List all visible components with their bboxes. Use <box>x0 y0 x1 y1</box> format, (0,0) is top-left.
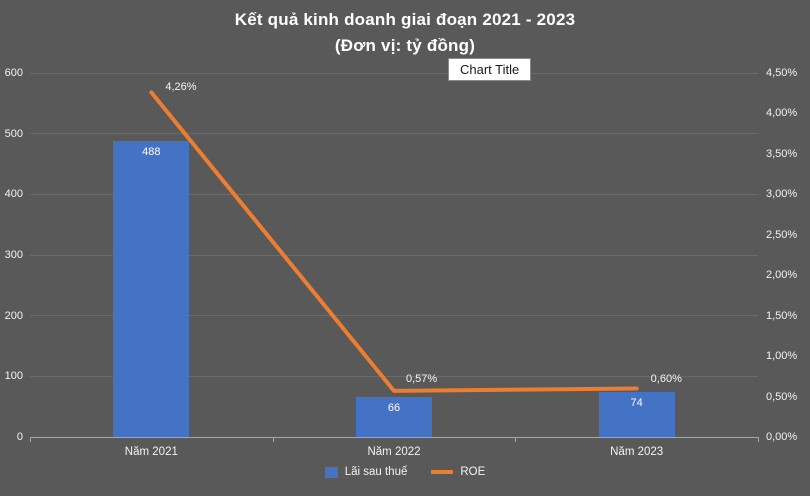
y-axis-label-right: 4,00% <box>766 107 798 120</box>
line-value-label: 0,57% <box>406 372 438 385</box>
y-axis-label-right: 0,50% <box>766 390 798 403</box>
bar <box>356 396 432 437</box>
legend-item: Lãi sau thuế <box>324 466 408 478</box>
bar-value-label: 74 <box>630 397 643 410</box>
y-axis-label-left: 0 <box>16 431 23 443</box>
legend-swatch-bar <box>324 466 338 478</box>
x-axis-tick <box>30 437 31 442</box>
y-axis-label-left: 400 <box>4 188 23 201</box>
gridline <box>30 133 758 135</box>
chart-title-line1: Kết quả kinh doanh giai đoạn 2021 - 2023 <box>234 10 576 29</box>
y-axis-label-left: 500 <box>4 127 23 140</box>
y-axis-label-right: 1,50% <box>766 309 798 322</box>
x-axis-tick <box>758 437 759 442</box>
y-axis-label-left: 200 <box>4 309 23 322</box>
bar <box>113 140 190 437</box>
y-axis-label-right: 4,50% <box>766 67 798 79</box>
legend-label: Lãi sau thuế <box>344 466 408 478</box>
x-axis-label: Năm 2022 <box>367 446 421 458</box>
bar-value-label: 488 <box>142 145 161 158</box>
x-axis-tick <box>515 437 517 442</box>
y-axis-label-right: 2,00% <box>766 269 798 282</box>
line-value-label: 4,26% <box>165 81 197 94</box>
legend-item: ROE <box>431 466 485 478</box>
line-value-label: 0,60% <box>650 373 682 386</box>
legend: Lãi sau thuế ROE <box>0 466 810 478</box>
y-axis-label-left: 300 <box>4 249 23 261</box>
y-axis-label-right: 0,00% <box>766 431 798 443</box>
gridline <box>30 72 758 74</box>
y-axis-label-right: 2,50% <box>766 228 798 241</box>
x-axis-line <box>30 436 758 438</box>
y-axis-label-right: 1,00% <box>766 350 798 363</box>
x-axis-label: Năm 2021 <box>124 446 178 458</box>
legend-label: ROE <box>460 466 486 478</box>
y-axis-label-left: 600 <box>4 67 23 79</box>
x-axis-label: Năm 2023 <box>610 446 664 458</box>
legend-swatch-line <box>431 470 454 474</box>
y-axis-label-right: 3,00% <box>766 188 798 201</box>
chart-main-title: Kết quả kinh doanh giai đoạn 2021 - 2023… <box>0 7 810 58</box>
y-axis-label-left: 100 <box>4 370 23 383</box>
bar-value-label: 66 <box>387 401 401 414</box>
x-axis-tick <box>272 437 274 442</box>
chart-title-box: Chart Title <box>448 58 532 81</box>
y-axis-label-right: 3,50% <box>766 147 798 160</box>
chart-title-line2: (Đơn vị: tỷ đồng) <box>334 35 476 55</box>
bar <box>598 392 675 437</box>
